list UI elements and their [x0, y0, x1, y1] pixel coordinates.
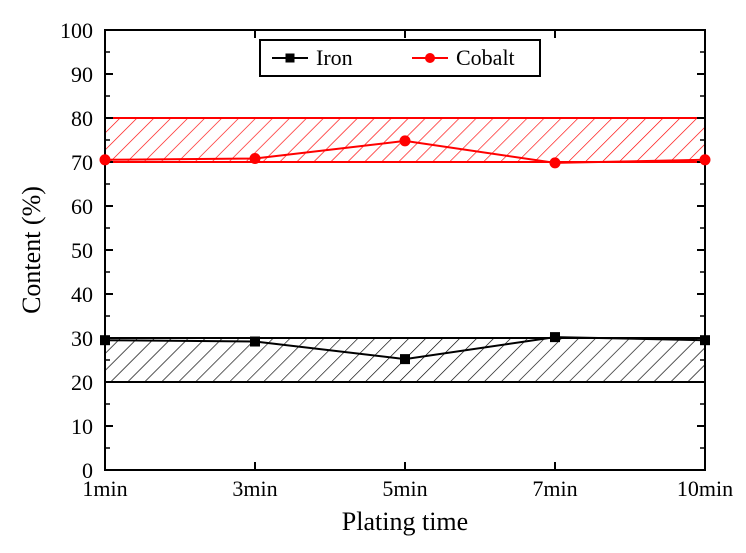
svg-text:5min: 5min	[382, 476, 427, 501]
svg-text:10min: 10min	[677, 476, 733, 501]
legend-label-cobalt: Cobalt	[456, 45, 515, 70]
svg-text:40: 40	[71, 282, 93, 307]
svg-text:60: 60	[71, 194, 93, 219]
svg-text:90: 90	[71, 62, 93, 87]
line-chart: 01020304050607080901001min3min5min7min10…	[0, 0, 746, 553]
svg-text:7min: 7min	[532, 476, 577, 501]
y-axis-label: Content (%)	[17, 186, 46, 314]
x-axis-label: Plating time	[342, 507, 468, 536]
svg-text:50: 50	[71, 238, 93, 263]
svg-text:70: 70	[71, 150, 93, 175]
svg-text:3min: 3min	[232, 476, 277, 501]
svg-text:10: 10	[71, 414, 93, 439]
svg-text:100: 100	[60, 18, 93, 43]
svg-text:80: 80	[71, 106, 93, 131]
svg-text:20: 20	[71, 370, 93, 395]
legend-label-iron: Iron	[316, 45, 353, 70]
chart-container: 01020304050607080901001min3min5min7min10…	[0, 0, 746, 553]
svg-text:1min: 1min	[82, 476, 127, 501]
svg-text:30: 30	[71, 326, 93, 351]
